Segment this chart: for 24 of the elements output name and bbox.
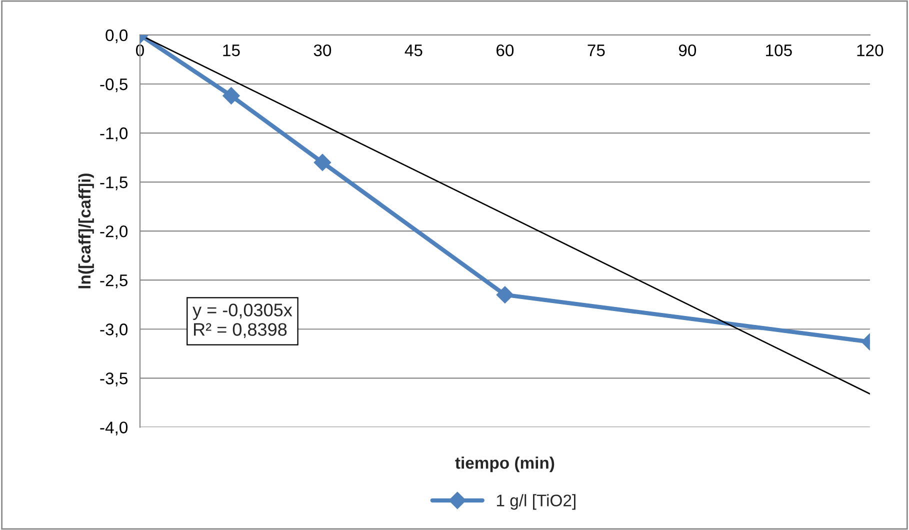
point [314, 154, 332, 171]
y-tick-label: -1,0 [100, 127, 128, 142]
x-axis-title: tiempo (min) [455, 456, 554, 472]
point [222, 87, 240, 104]
legend-label: 1 g/l [TiO2] [496, 494, 576, 510]
x-tick-label: 30 [314, 44, 332, 56]
y-tick-label: -2,0 [100, 225, 128, 240]
annotation: y = -0,0305x R² = 0,8398 [192, 304, 292, 338]
y-tick-label: -1,5 [100, 176, 128, 190]
y-tick-label: -0,5 [100, 78, 128, 92]
y-tick-label: 0,0 [106, 29, 128, 44]
x-tick-label: 105 [766, 44, 792, 56]
x-tick-label: 90 [678, 44, 696, 56]
y-axis-title: ln([caff]/[caff]i) [78, 174, 94, 288]
y-tick-label: -3,0 [100, 324, 128, 338]
point [496, 286, 514, 304]
x-tick-label: 120 [857, 44, 884, 56]
y-tick-label: -4,0 [100, 422, 128, 436]
x-tick-label: 15 [223, 44, 240, 56]
x-tick-label: 60 [496, 44, 514, 56]
y-tick-label: -3,5 [100, 372, 128, 386]
x-tick-label: 45 [404, 44, 422, 56]
y-tick-label: -2,5 [100, 274, 128, 288]
x-tick-label: 75 [588, 44, 605, 56]
